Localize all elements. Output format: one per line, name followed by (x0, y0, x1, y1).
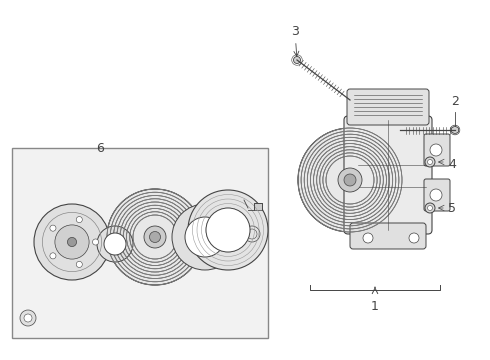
Circle shape (430, 144, 442, 156)
Circle shape (24, 314, 32, 322)
Circle shape (344, 174, 356, 186)
Circle shape (68, 238, 76, 247)
Circle shape (104, 233, 126, 255)
Circle shape (338, 168, 362, 192)
Circle shape (55, 225, 89, 259)
FancyBboxPatch shape (347, 89, 429, 125)
Circle shape (144, 226, 166, 248)
Circle shape (97, 226, 133, 262)
Circle shape (425, 157, 435, 167)
Bar (254, 203, 262, 210)
Text: 2: 2 (451, 95, 459, 108)
Circle shape (76, 217, 82, 222)
Circle shape (50, 253, 56, 259)
Bar (12, 148, 268, 338)
Circle shape (93, 239, 98, 245)
Circle shape (185, 217, 225, 257)
Circle shape (34, 204, 110, 280)
Circle shape (20, 310, 36, 326)
Circle shape (298, 128, 402, 232)
Circle shape (294, 57, 300, 63)
Circle shape (76, 261, 82, 267)
Circle shape (430, 189, 442, 201)
Circle shape (206, 208, 250, 252)
Text: 5: 5 (448, 202, 456, 215)
Circle shape (425, 203, 435, 213)
Circle shape (172, 204, 238, 270)
Circle shape (409, 233, 419, 243)
Circle shape (427, 159, 433, 165)
FancyBboxPatch shape (424, 179, 450, 211)
Circle shape (50, 225, 56, 231)
FancyBboxPatch shape (424, 134, 450, 166)
Circle shape (427, 206, 433, 211)
Circle shape (188, 190, 268, 270)
Circle shape (107, 189, 203, 285)
Text: 3: 3 (291, 25, 299, 56)
Text: 1: 1 (371, 300, 379, 313)
Circle shape (149, 231, 161, 243)
Circle shape (363, 233, 373, 243)
FancyBboxPatch shape (350, 223, 426, 249)
Text: 6: 6 (96, 142, 104, 155)
Text: 4: 4 (448, 158, 456, 171)
FancyBboxPatch shape (344, 116, 432, 234)
